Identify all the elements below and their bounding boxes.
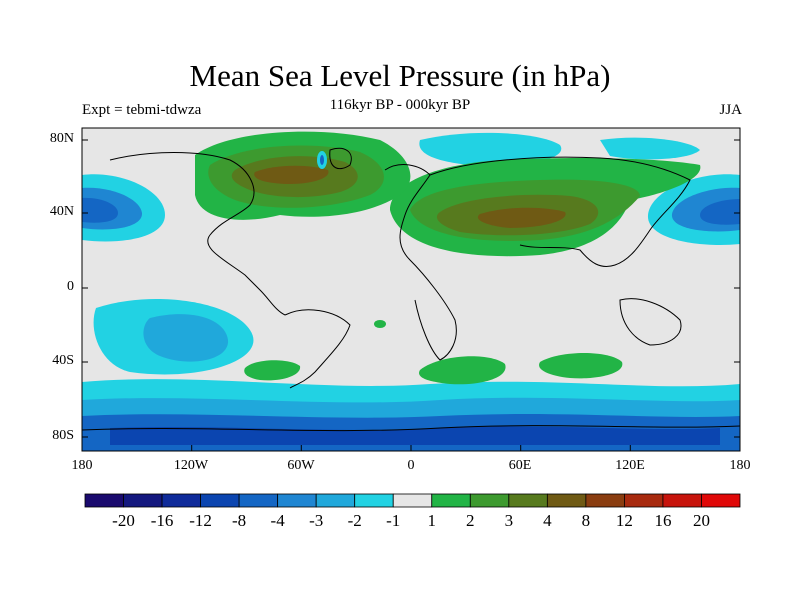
colorbar-swatch <box>469 493 510 508</box>
colorbar-label: 1 <box>427 511 437 530</box>
coastlines <box>82 147 740 432</box>
south-pacific-low-inner <box>143 314 229 362</box>
experiment-label: Expt = tebmi-tdwza <box>82 102 202 118</box>
season-label: JJA <box>719 102 742 118</box>
lon-tick-label: 0 <box>407 458 415 473</box>
colorbar-swatch <box>84 493 124 508</box>
colorbar-swatch <box>546 493 587 508</box>
colorbar-label: 8 <box>581 511 591 530</box>
colorbar-swatch <box>585 493 625 508</box>
eurasia-high-peak <box>477 207 566 228</box>
colorbar-swatch <box>161 493 201 508</box>
colorbar-swatch <box>277 493 317 508</box>
colorbar-swatch <box>315 493 356 508</box>
colorbar-swatch <box>624 493 664 508</box>
south-atlantic-high <box>244 360 301 381</box>
lat-tick-label: 80N <box>49 131 74 146</box>
time-range-label: 116kyr BP - 000kyr BP <box>329 97 471 113</box>
arctic-low-east <box>600 137 700 160</box>
lon-tick-label: 60E <box>508 458 532 473</box>
indian-ocean-high <box>539 353 623 379</box>
colorbar-label: 3 <box>504 511 514 530</box>
southern-band-deep <box>110 426 720 445</box>
south-african-high <box>419 356 506 385</box>
colorbar-swatch <box>701 493 741 508</box>
colorbar-label: -2 <box>347 511 362 530</box>
colorbar-label: -20 <box>112 511 135 530</box>
colorbar-swatch <box>431 493 471 508</box>
colorbar-label: -8 <box>232 511 247 530</box>
colorbar-label: -16 <box>150 511 174 530</box>
lon-tick-label: 180 <box>729 458 751 473</box>
colorbar-label: -3 <box>309 511 324 530</box>
lon-tick-label: 60W <box>287 458 315 473</box>
arctic-low <box>419 132 562 166</box>
colorbar-swatch <box>123 493 163 508</box>
lon-tick-label: 180 <box>71 458 93 473</box>
colorbar-label: 4 <box>543 511 552 530</box>
colorbar-label: -4 <box>270 511 285 530</box>
colorbar-swatch <box>354 493 394 508</box>
colorbar-swatch <box>508 493 548 508</box>
colorbar-swatch <box>200 493 240 508</box>
colorbar <box>84 493 741 508</box>
lon-tick-label: 120W <box>173 458 209 473</box>
north-pacific-low-west-core <box>82 197 118 223</box>
lat-tick-label: 40S <box>52 353 74 368</box>
colorbar-label: -12 <box>189 511 212 530</box>
colorbar-swatch <box>392 493 433 508</box>
lon-tick-label: 120E <box>615 458 645 473</box>
north-pacific-low-east-core <box>700 199 740 225</box>
lat-tick-label: 80S <box>52 428 74 443</box>
axis-ticks <box>82 139 740 451</box>
greenland-core <box>320 155 324 165</box>
colorbar-label: 16 <box>654 511 672 530</box>
colorbar-label: 12 <box>615 511 633 530</box>
colorbar-swatch <box>238 493 279 508</box>
page-title: Mean Sea Level Pressure (in hPa) <box>189 58 611 93</box>
colorbar-label: -1 <box>386 511 401 530</box>
colorbar-swatch <box>662 493 702 508</box>
colorbar-label: 20 <box>692 511 710 530</box>
lat-tick-label: 40N <box>49 204 74 219</box>
colorbar-label: 2 <box>466 511 475 530</box>
lat-tick-label: 0 <box>67 279 74 294</box>
small-green-patch <box>374 320 386 328</box>
namerica-high-peak <box>254 165 329 184</box>
